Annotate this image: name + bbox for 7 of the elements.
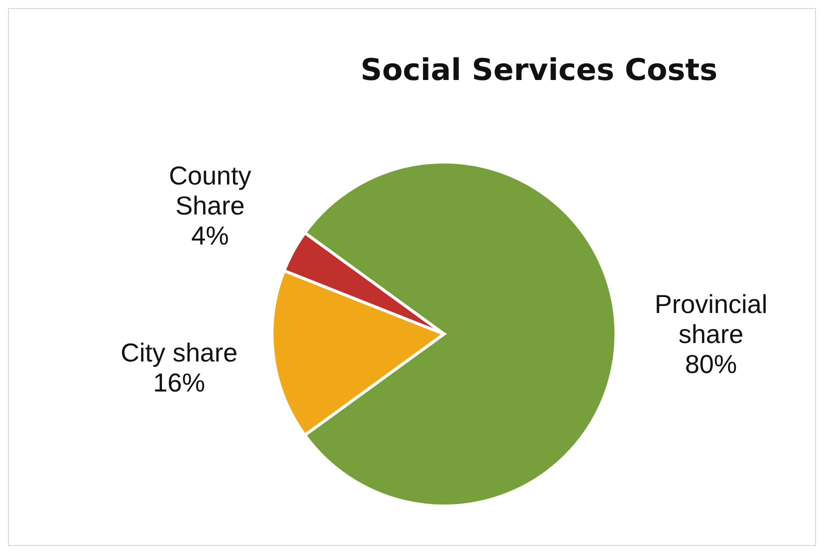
data-label: 80% <box>684 349 738 379</box>
chart-title: Social Services Costs <box>360 53 718 88</box>
data-label: 4% <box>191 220 229 250</box>
slice-label: City share <box>120 337 238 368</box>
slice-label: Provincial share <box>654 289 768 349</box>
data-label: 16% <box>153 367 206 398</box>
slice-label: County Share <box>168 160 252 220</box>
